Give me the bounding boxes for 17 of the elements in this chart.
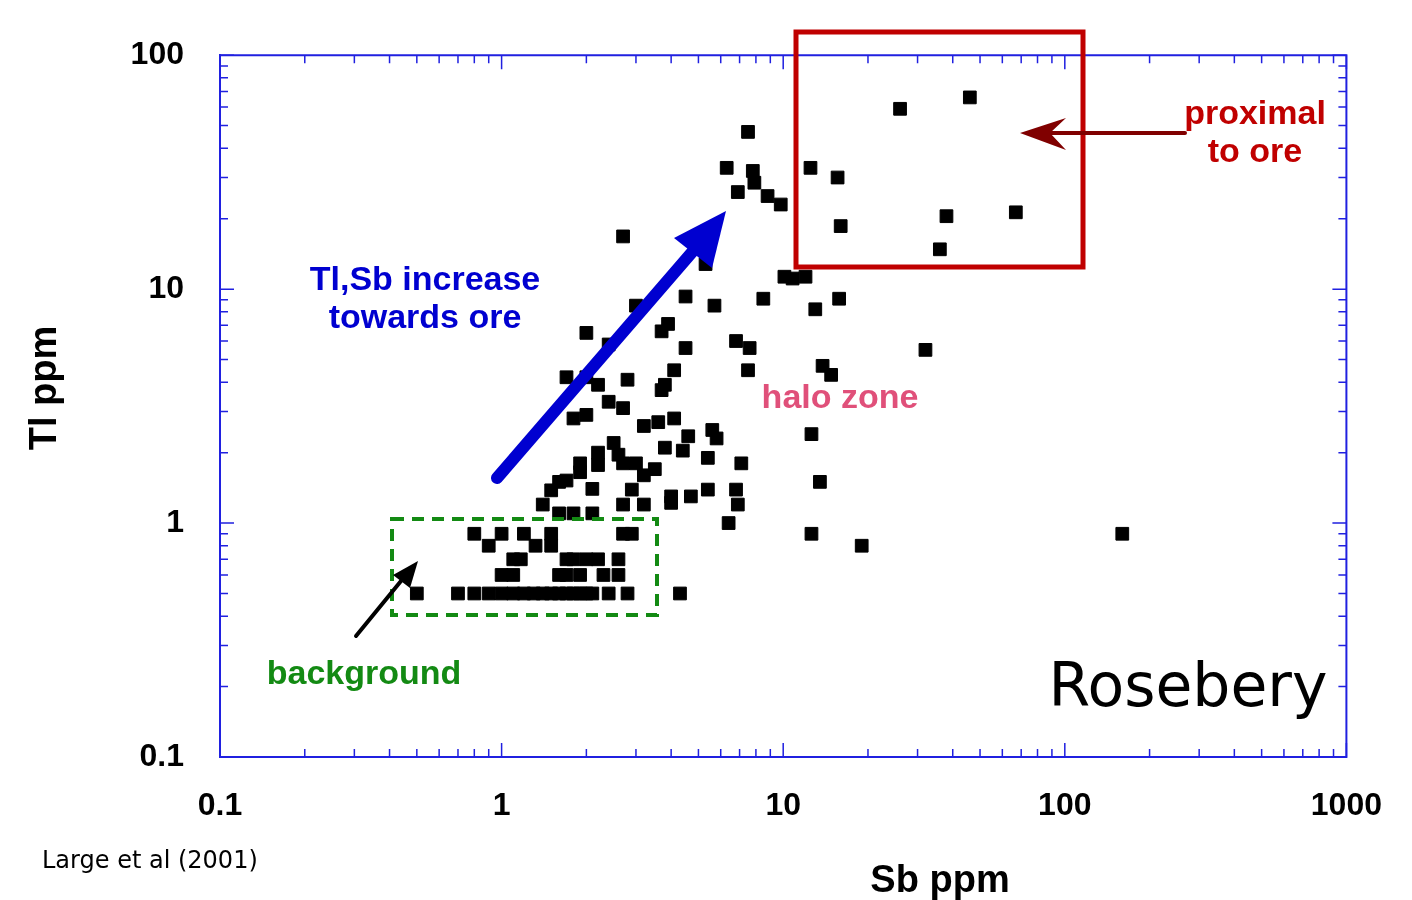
annotation: Rosebery bbox=[1048, 650, 1328, 720]
x-tick-label: 1000 bbox=[1310, 786, 1382, 823]
annotation: proximal to ore bbox=[1184, 93, 1326, 169]
x-tick-label: 1 bbox=[492, 786, 511, 823]
annotation: background bbox=[266, 653, 462, 691]
y-tick-label: 1 bbox=[166, 502, 184, 539]
text: Large et al (2001) bbox=[42, 846, 258, 874]
y-tick-label: 100 bbox=[130, 35, 184, 72]
x-tick-label: 0.1 bbox=[197, 786, 243, 823]
x-tick-label: 10 bbox=[765, 786, 801, 823]
x-tick-label: 100 bbox=[1038, 786, 1092, 823]
annotation: Tl,Sb increase towards ore bbox=[309, 259, 541, 335]
y-tick-label: 10 bbox=[148, 268, 184, 305]
y-tick-label: 0.1 bbox=[139, 736, 184, 773]
x-axis-title: Sb ppm bbox=[870, 858, 1010, 900]
y-axis-title: Tl ppm bbox=[22, 325, 64, 451]
annotation: halo zone bbox=[761, 377, 919, 415]
